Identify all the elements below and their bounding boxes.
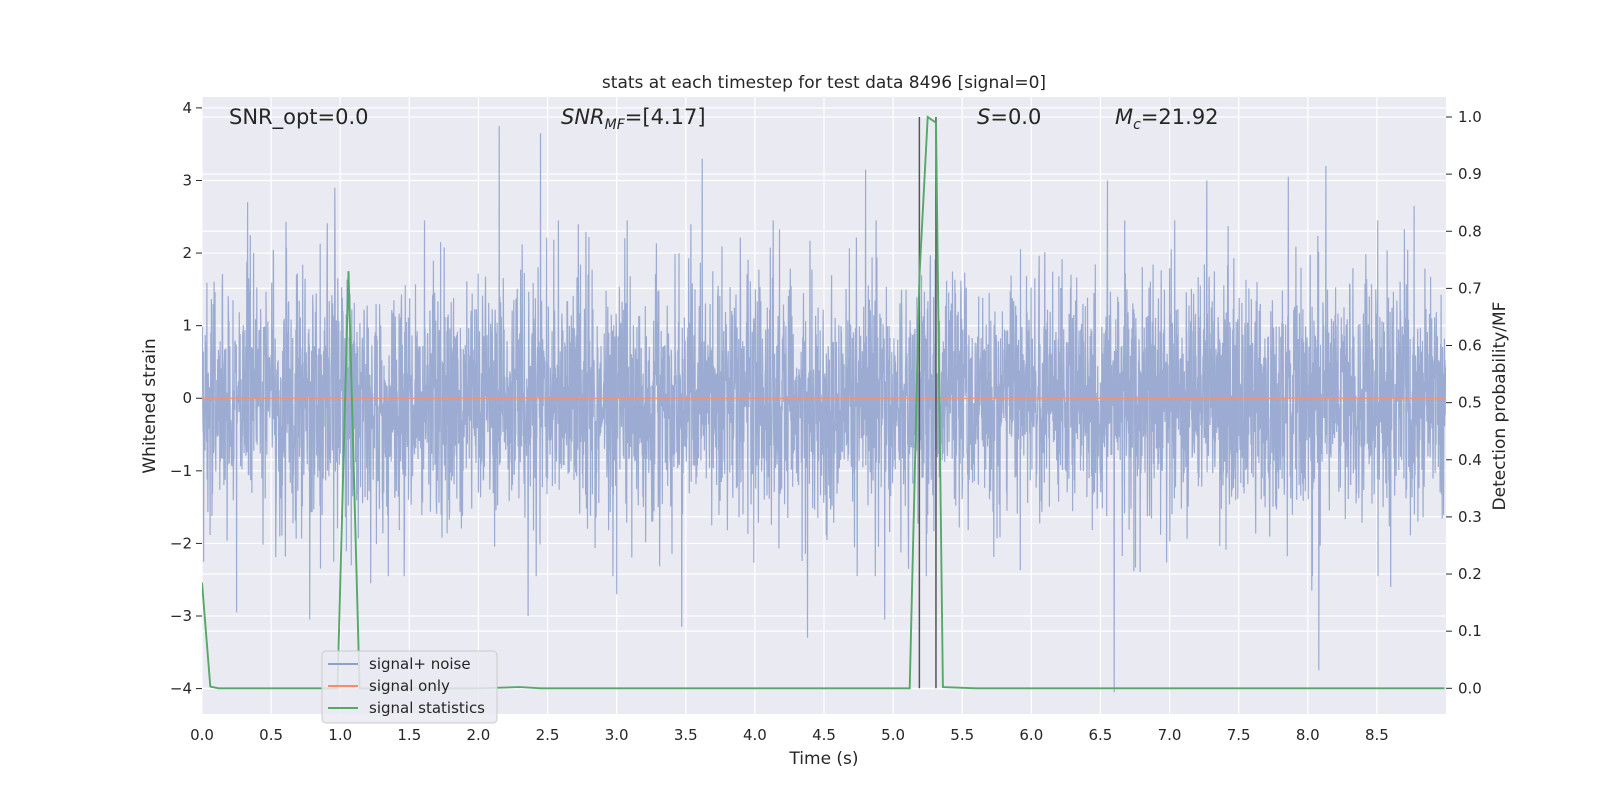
y-left-tick-label: −1 xyxy=(170,462,192,480)
chart-title: stats at each timestep for test data 849… xyxy=(602,73,1046,93)
y-left-tick-label: 2 xyxy=(182,244,192,262)
series-signal-noise-line xyxy=(202,125,1446,693)
y-right-tick-label: 0.3 xyxy=(1458,508,1482,526)
x-tick-label: 3.5 xyxy=(674,726,698,744)
annotation-s: S=0.0 xyxy=(977,105,1041,129)
y-right-tick-label: 0.1 xyxy=(1458,622,1482,640)
annotation-snr-mf-sub: MF xyxy=(605,117,626,133)
annotation-s-main: S xyxy=(977,105,990,129)
series-signal-statistics-line xyxy=(202,115,1445,690)
y-left-tick-label: 4 xyxy=(182,99,192,117)
annotation-mc-rest: =21.92 xyxy=(1141,105,1219,129)
y-left-tick-label: 0 xyxy=(182,389,192,407)
x-tick-label: 8.0 xyxy=(1296,726,1320,744)
y-right-axis-ticks: 0.0 0.1 0.2 0.3 0.4 0.5 0.6 0.7 0.8 0.9 1.0 xyxy=(1446,108,1482,697)
y-right-tick-label: 0.5 xyxy=(1458,394,1482,412)
y-left-tick-label: 3 xyxy=(182,171,192,189)
y-right-tick-label: 0.6 xyxy=(1458,337,1482,355)
y-right-tick-label: 0.0 xyxy=(1458,679,1482,697)
x-axis-ticks: 0.0 0.5 1.0 1.5 2.0 2.5 3.0 3.5 4.0 4.5 5.0 5.5 6.0 6… xyxy=(190,726,1389,744)
y-right-tick-label: 0.4 xyxy=(1458,451,1482,469)
x-tick-label: 2.0 xyxy=(467,726,491,744)
y-left-tick-label: −2 xyxy=(170,534,192,552)
annotation-mc-main: M xyxy=(1115,105,1133,129)
legend-label-signal-only: signal only xyxy=(369,677,450,695)
x-tick-label: 7.0 xyxy=(1158,726,1182,744)
x-tick-label: 4.5 xyxy=(812,726,836,744)
annotation-snr-mf-rest: =[4.17] xyxy=(625,105,706,129)
x-tick-label: 5.0 xyxy=(881,726,905,744)
y-right-tick-label: 0.8 xyxy=(1458,222,1482,240)
legend-label-signal-statistics: signal statistics xyxy=(369,699,485,717)
legend-box xyxy=(321,650,498,724)
x-tick-label: 6.0 xyxy=(1019,726,1043,744)
annotation-mc-sub: c xyxy=(1133,117,1141,133)
y-right-tick-label: 0.7 xyxy=(1458,279,1482,297)
vertical-markers xyxy=(918,116,937,689)
annotation-snr-mf-main: SNR xyxy=(561,105,605,129)
y-right-tick-label: 1.0 xyxy=(1458,108,1482,126)
y-right-axis-label: Detection probability/MF xyxy=(1490,302,1510,511)
y-right-tick-label: 0.9 xyxy=(1458,165,1482,183)
annotation-snr-mf: SNRMF=[4.17] xyxy=(561,105,706,133)
y-left-axis-ticks: −4 −3 −2 −1 0 1 2 3 4 xyxy=(170,99,202,698)
annotation-mc: Mc=21.92 xyxy=(1115,105,1219,133)
x-tick-label: 5.5 xyxy=(950,726,974,744)
x-tick-label: 7.5 xyxy=(1227,726,1251,744)
y-left-axis-label: Whitened strain xyxy=(140,338,160,473)
annotation-s-rest: =0.0 xyxy=(990,105,1041,129)
x-tick-label: 0.5 xyxy=(259,726,283,744)
annotation-snr-opt: SNR_opt=0.0 xyxy=(229,105,369,130)
x-tick-label: 0.0 xyxy=(190,726,214,744)
x-tick-label: 3.0 xyxy=(605,726,629,744)
x-tick-label: 8.5 xyxy=(1365,726,1389,744)
x-tick-label: 1.0 xyxy=(328,726,352,744)
y-left-tick-label: −3 xyxy=(170,607,192,625)
y-right-tick-label: 0.2 xyxy=(1458,565,1482,583)
x-tick-label: 2.5 xyxy=(536,726,560,744)
x-tick-label: 4.0 xyxy=(743,726,767,744)
y-left-tick-label: −4 xyxy=(170,680,192,698)
legend: signal+ noise signal only signal statist… xyxy=(321,650,498,724)
x-tick-label: 6.5 xyxy=(1089,726,1113,744)
y-left-tick-label: 1 xyxy=(182,317,192,335)
x-axis-label: Time (s) xyxy=(788,749,858,769)
legend-label-signal-noise: signal+ noise xyxy=(369,655,471,673)
x-tick-label: 1.5 xyxy=(397,726,421,744)
